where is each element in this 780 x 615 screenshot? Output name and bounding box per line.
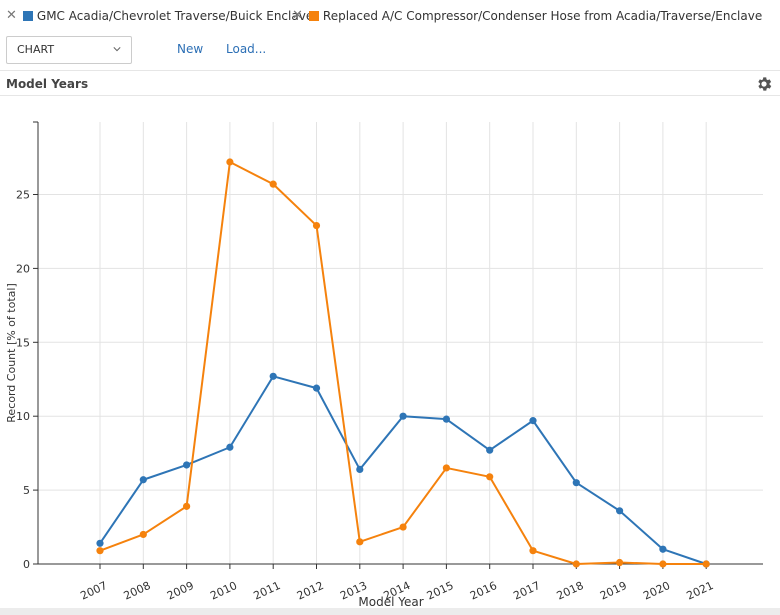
new-button[interactable]: New — [177, 42, 204, 56]
series-1-point — [572, 479, 580, 487]
section-header: Model Years — [0, 70, 780, 96]
series-1-point — [486, 446, 494, 454]
y-tick-label: 25 — [16, 189, 30, 202]
series-1-point — [226, 443, 234, 451]
x-tick-label: 2012 — [295, 579, 326, 603]
series-1-point — [442, 415, 450, 423]
y-tick-label: 10 — [16, 410, 30, 423]
series-2-point — [659, 560, 667, 568]
series-2-point — [226, 158, 234, 166]
x-tick-label: 2011 — [252, 579, 283, 603]
x-tick-label: 2008 — [122, 579, 153, 603]
series-1-point — [139, 476, 147, 484]
series-2-point — [312, 221, 321, 230]
series-1-point — [183, 461, 191, 469]
series-2-point — [702, 560, 710, 568]
series-2-point — [269, 180, 277, 188]
series-2-point — [356, 538, 364, 546]
x-tick-label: 2015 — [425, 579, 456, 603]
gear-icon[interactable] — [755, 75, 773, 93]
x-tick-label: 2021 — [685, 579, 716, 603]
series-2-point — [616, 558, 624, 567]
y-tick-label: 15 — [16, 336, 30, 349]
series-1-point — [96, 539, 104, 547]
series-1-point — [529, 417, 537, 425]
series-2-point — [572, 560, 580, 568]
load-button[interactable]: Load... — [226, 42, 267, 56]
x-tick-label: 2016 — [468, 579, 499, 603]
series-2-point — [139, 530, 147, 539]
x-tick-label: 2020 — [641, 579, 672, 603]
toolbar: CHART New Load... — [0, 32, 780, 70]
x-axis-title: Model Year — [358, 595, 423, 608]
y-tick-label: 5 — [23, 484, 30, 497]
x-tick-label: 2019 — [598, 579, 629, 603]
series-1-point — [616, 507, 624, 515]
series-1-point — [356, 465, 364, 474]
x-tick-label: 2007 — [78, 579, 109, 603]
series-2-point — [442, 464, 450, 472]
chart-type-select[interactable]: CHART — [6, 36, 132, 64]
series-2-point — [399, 523, 407, 531]
series-1-point — [269, 372, 277, 380]
y-tick-label: 0 — [23, 558, 30, 571]
series-2-point — [96, 547, 104, 555]
y-tick-label: 20 — [16, 262, 30, 275]
legend-item-series-2: ✕ Replaced A/C Compressor/Condenser Hose… — [292, 8, 762, 23]
x-tick-label: 2017 — [511, 579, 542, 603]
y-axis-title: Record Count [% of total] — [5, 283, 18, 422]
series-2-point — [486, 473, 494, 481]
series-legend: ✕ GMC Acadia/Chevrolet Traverse/Buick En… — [0, 0, 780, 32]
x-tick-label: 2018 — [555, 579, 586, 603]
chart-type-select-value: CHART — [17, 43, 55, 56]
series-2-point — [183, 502, 191, 510]
series-2-point — [529, 547, 537, 555]
legend-label-series-1: GMC Acadia/Chevrolet Traverse/Buick Encl… — [36, 8, 314, 23]
x-tick-label: 2009 — [165, 579, 196, 603]
section-title: Model Years — [6, 77, 89, 91]
series-1-point — [659, 545, 667, 553]
remove-series-1-icon[interactable]: ✕ — [6, 8, 17, 23]
x-tick-label: 2010 — [208, 579, 239, 603]
legend-item-series-1: ✕ GMC Acadia/Chevrolet Traverse/Buick En… — [6, 8, 313, 23]
series-1-point — [399, 412, 407, 420]
legend-label-series-2: Replaced A/C Compressor/Condenser Hose f… — [322, 8, 763, 23]
bottom-scrollbar[interactable] — [0, 608, 780, 615]
legend-swatch-series-1 — [22, 10, 33, 21]
remove-series-2-icon[interactable]: ✕ — [292, 8, 303, 23]
series-1-point — [312, 384, 321, 392]
chevron-down-icon — [113, 47, 121, 52]
legend-swatch-series-2 — [308, 10, 319, 21]
